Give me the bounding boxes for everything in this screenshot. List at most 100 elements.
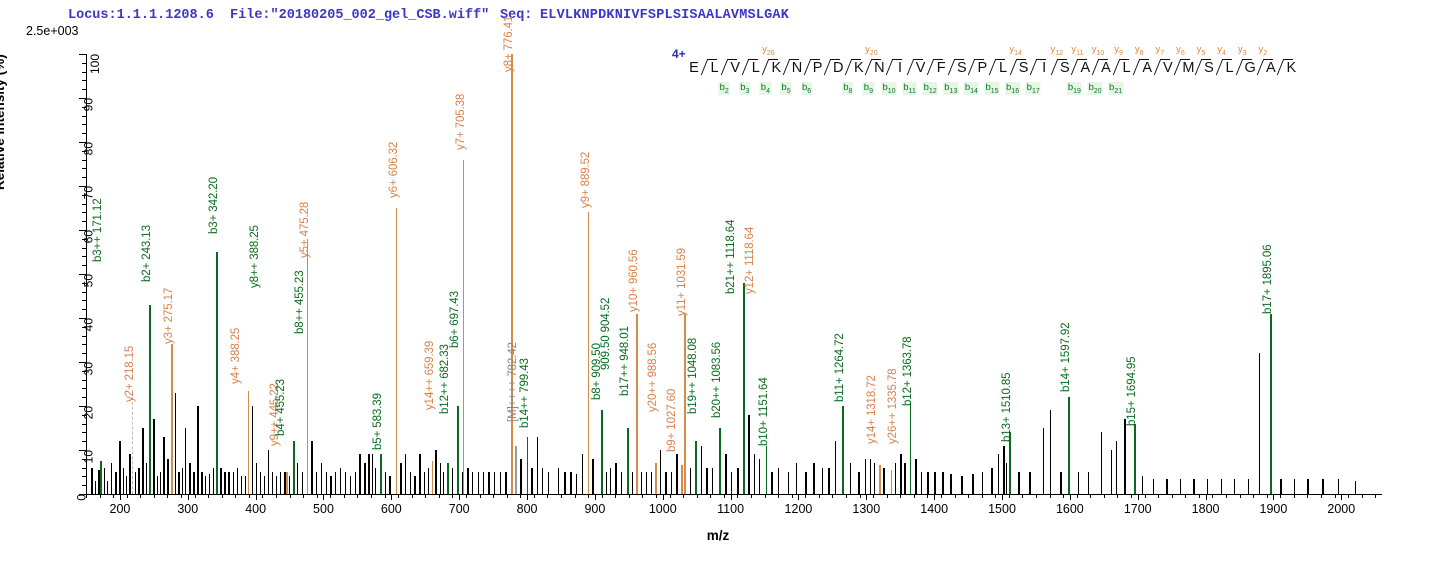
- spectrum-peak: [645, 472, 648, 494]
- spectrum-peak: [787, 472, 789, 494]
- spectrum-peak: [981, 472, 984, 494]
- y-axis-tick: [79, 362, 86, 363]
- spectrum-peak: [813, 463, 815, 494]
- spectrum-peak: [904, 463, 906, 494]
- ladder-y-ion-label: y6: [1176, 44, 1185, 57]
- ladder-y-ion-label: y12: [1050, 44, 1064, 57]
- spectrum-peak: [605, 472, 608, 494]
- x-axis-minor-tick: [1185, 494, 1187, 498]
- ladder-b-ion-label: b2: [718, 82, 730, 95]
- annotated-peak: [511, 54, 513, 494]
- spectrum-peak: [1042, 428, 1045, 494]
- y-axis-tick-label: 90: [81, 98, 96, 112]
- spectrum-peak: [1179, 478, 1182, 494]
- spectrum-peak: [1018, 472, 1020, 494]
- ladder-y-ion-label: y10: [1091, 44, 1105, 57]
- spectrum-peak: [181, 467, 184, 494]
- annotated-peak: [170, 344, 173, 494]
- x-axis-minor-tick: [235, 494, 237, 498]
- x-axis-minor-tick: [1158, 494, 1160, 498]
- peak-label: y6+ 606.32: [387, 141, 400, 198]
- x-axis-minor-tick: [669, 494, 671, 498]
- x-axis-minor-tick: [438, 494, 440, 498]
- x-axis-minor-tick: [832, 494, 834, 498]
- spectrum-peak: [244, 476, 247, 494]
- spectrum-peak: [325, 472, 327, 494]
- spectrum-peak: [1166, 478, 1168, 494]
- spectrum-peak: [251, 406, 253, 494]
- annotated-peak: [601, 410, 603, 494]
- x-axis-tick: [730, 494, 732, 500]
- x-axis-minor-tick: [140, 494, 142, 498]
- spectrum-peak: [414, 476, 416, 494]
- ladder-residue: K: [853, 60, 864, 76]
- y-axis-minor-tick: [82, 124, 86, 126]
- spectrum-peak: [375, 467, 377, 494]
- spectrum-peak: [220, 467, 222, 494]
- spectrum-peak: [997, 454, 1000, 494]
- x-axis-minor-tick: [1212, 494, 1214, 498]
- ladder-b-ion-label: b12: [922, 82, 938, 95]
- spectrum-peak: [641, 472, 643, 494]
- x-axis-minor-tick: [262, 494, 264, 498]
- spectrum-peak: [582, 454, 584, 494]
- spectrum-peak: [228, 472, 230, 494]
- spectrum-peak: [320, 463, 323, 494]
- annotated-peak: [431, 461, 434, 494]
- locus-file-text: Locus:1.1.1.1208.6 File:"20180205_002_ge…: [68, 8, 490, 23]
- spectrum-peak: [371, 454, 374, 494]
- ladder-residue: L: [1122, 60, 1131, 76]
- peak-label: b17++ 948.01: [619, 326, 632, 396]
- spectrum-peak: [1049, 410, 1051, 494]
- x-axis-minor-tick: [628, 494, 630, 498]
- spectrum-peak: [520, 458, 522, 494]
- spectrum-peak: [920, 472, 922, 494]
- spectrum-peak: [461, 472, 464, 494]
- ladder-residue: P: [977, 60, 988, 76]
- spectrum-peak: [488, 472, 490, 494]
- x-axis-minor-tick: [1375, 494, 1377, 498]
- y-axis-minor-tick: [82, 397, 86, 399]
- annotated-peak: [635, 313, 638, 494]
- x-axis-minor-tick: [316, 494, 318, 498]
- peak-label: b12++ 682.33: [439, 344, 452, 414]
- x-axis-tick-label: 1000: [648, 502, 677, 516]
- y-axis-minor-tick: [82, 71, 86, 73]
- spectrum-peak: [1193, 478, 1195, 494]
- y-axis-title: Relative Intensity (%): [0, 54, 7, 190]
- spectrum-peak: [700, 445, 703, 494]
- spectrum-peak: [934, 472, 936, 494]
- spectrum-peak: [828, 467, 830, 494]
- x-axis-minor-tick: [1076, 494, 1078, 498]
- x-axis-minor-tick: [1253, 494, 1255, 498]
- spectrum-peak: [330, 476, 332, 494]
- spectrum-peak: [240, 476, 243, 494]
- spectrum-peak: [1337, 478, 1340, 494]
- peak-label: y14++ 659.39: [423, 340, 436, 410]
- spectrum-peak: [111, 463, 113, 494]
- spectrum-peak: [575, 474, 578, 494]
- x-axis-minor-tick: [1225, 494, 1227, 498]
- plot-area: b3++ 171.12 y2+ 218.15 b2+ 243.13 y3+ 275.1…: [86, 16, 1382, 494]
- y-axis-minor-tick: [82, 476, 86, 478]
- spectrum-peak: [232, 472, 234, 494]
- spectrum-peak: [1234, 478, 1236, 494]
- x-axis-minor-tick: [859, 494, 861, 498]
- y-axis-minor-tick: [82, 441, 86, 443]
- spectrum-peak: [499, 472, 502, 494]
- spectrum-peak: [275, 476, 278, 494]
- peak-label: b14++ 799.43: [518, 358, 531, 428]
- ladder-residue: M: [1182, 60, 1195, 76]
- spectrum-peak: [748, 414, 750, 494]
- ladder-residue: L: [710, 60, 719, 76]
- ladder-residue: S: [956, 60, 967, 76]
- spectrum-peak: [263, 476, 266, 494]
- spectrum-peak: [126, 476, 128, 494]
- x-axis-minor-tick: [588, 494, 590, 498]
- ladder-y-ion-label: y14: [1009, 44, 1022, 57]
- y-axis-minor-tick: [82, 467, 86, 469]
- spectrum-peak: [1307, 478, 1309, 494]
- y-axis-tick-label: 40: [81, 318, 96, 332]
- x-axis-minor-tick: [1171, 494, 1173, 498]
